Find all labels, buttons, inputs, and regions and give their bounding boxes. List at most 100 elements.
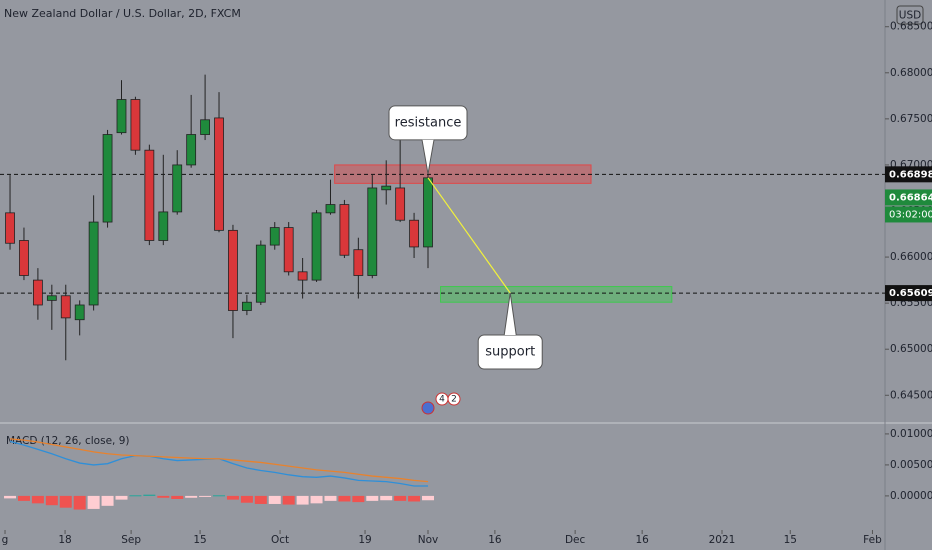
- histogram-bar: [422, 495, 435, 501]
- chart-title: New Zealand Dollar / U.S. Dollar, 2D, FX…: [4, 7, 241, 20]
- x-tick-label: g: [2, 534, 9, 546]
- callout-pointer: [503, 292, 517, 336]
- candle-body: [60, 295, 71, 319]
- histogram-bar: [4, 495, 17, 499]
- candle-body: [381, 185, 392, 191]
- candle-body: [297, 271, 308, 281]
- histogram-bar: [324, 495, 337, 501]
- trend-arrow: [427, 177, 511, 294]
- price-tag-label: 0.66898: [889, 169, 932, 180]
- candle-body: [186, 134, 197, 166]
- x-tick-label: Nov: [418, 534, 439, 546]
- histogram-bar: [408, 495, 421, 502]
- y-tick-label: 0.01000: [890, 428, 932, 440]
- candle-body: [423, 177, 433, 248]
- histogram-bar: [310, 495, 323, 504]
- callout-label: resistance: [395, 115, 462, 130]
- y-tick-label: 0.00000: [890, 490, 932, 502]
- y-tick-label: 0.68500: [890, 21, 932, 33]
- candle-body: [339, 204, 350, 256]
- histogram-bar: [143, 494, 156, 496]
- price-tag: [885, 285, 932, 302]
- x-tick-label: Dec: [565, 534, 586, 546]
- price-tag-label: 0.65609: [889, 288, 932, 299]
- candle-body: [102, 134, 113, 223]
- histogram-bar: [338, 495, 351, 502]
- candle-body: [395, 187, 406, 221]
- histogram-bar: [268, 495, 281, 504]
- histogram-bar: [226, 495, 239, 500]
- macd-title: MACD (12, 26, close, 9): [6, 435, 129, 447]
- countdown-box: [885, 206, 932, 223]
- x-tick-label: 18: [58, 534, 71, 546]
- y-tick-label: 0.67500: [890, 113, 932, 125]
- histogram-bar: [296, 495, 309, 505]
- countdown: 03:02:00: [889, 209, 932, 220]
- candle-body: [241, 301, 252, 311]
- histogram-bar: [73, 495, 86, 510]
- histogram-bar: [59, 495, 72, 508]
- candle-body: [200, 119, 210, 135]
- histogram-bar: [366, 495, 379, 501]
- signal-line: [9, 438, 429, 483]
- candle-body: [367, 187, 378, 276]
- histogram-bar: [254, 495, 267, 504]
- x-tick-label: 15: [193, 534, 206, 546]
- event-count[interactable]: 4: [439, 395, 445, 405]
- x-tick-label: 2021: [709, 534, 736, 546]
- x-tick-label: Sep: [121, 534, 141, 546]
- histogram-bar: [45, 495, 58, 506]
- x-tick-label: 16: [635, 534, 649, 546]
- candle-body: [311, 212, 322, 281]
- histogram-bar: [240, 495, 253, 503]
- candle-body: [116, 99, 127, 134]
- candle-body: [5, 212, 15, 244]
- currency[interactable]: USD: [899, 10, 921, 22]
- callout-label: support: [485, 345, 535, 360]
- histogram-bar: [31, 495, 44, 504]
- x-tick-label: 19: [358, 534, 371, 546]
- histogram-bar: [394, 495, 407, 501]
- x-tick-label: Oct: [271, 534, 289, 546]
- candle-body: [144, 149, 155, 241]
- price-tag: [885, 189, 932, 206]
- histogram-bar: [87, 495, 100, 509]
- histogram-bar: [199, 495, 212, 497]
- candle-body: [74, 304, 85, 321]
- candle-body: [269, 227, 280, 246]
- candle-body: [158, 211, 169, 241]
- histogram-bar: [171, 495, 184, 500]
- x-tick-label: 16: [488, 534, 502, 546]
- candle-body: [255, 244, 266, 303]
- event-badge[interactable]: [447, 392, 461, 406]
- y-tick-label: 0.68000: [890, 67, 932, 79]
- histogram-bar: [101, 495, 114, 506]
- candle-body: [32, 279, 43, 306]
- price-tag-label: 0.66864: [889, 192, 932, 203]
- candle-body: [130, 99, 141, 151]
- histogram-bar: [17, 495, 30, 501]
- event-count[interactable]: 2: [451, 395, 457, 405]
- histogram-bar: [352, 495, 365, 503]
- histogram-bar: [213, 495, 226, 497]
- candle-body: [88, 221, 99, 306]
- candle-body: [409, 219, 419, 248]
- x-tick-label: 15: [784, 534, 797, 546]
- callout-pointer: [421, 139, 435, 174]
- candle-body: [172, 164, 183, 213]
- zone: [440, 286, 673, 303]
- y-tick-label: 0.66000: [890, 251, 932, 263]
- x-tick-label: Feb: [863, 534, 882, 546]
- price-tag: [885, 166, 932, 183]
- y-tick-label: 0.00500: [890, 459, 932, 471]
- candle-body: [283, 227, 294, 273]
- candle-body: [46, 295, 57, 301]
- candle-body: [353, 249, 364, 276]
- candle-body: [325, 204, 336, 214]
- histogram-bar: [129, 495, 142, 497]
- event-badge[interactable]: [421, 401, 435, 415]
- y-tick-label: 0.64500: [890, 389, 932, 401]
- currency-box[interactable]: [896, 5, 924, 25]
- y-tick-label: 0.65000: [890, 343, 932, 355]
